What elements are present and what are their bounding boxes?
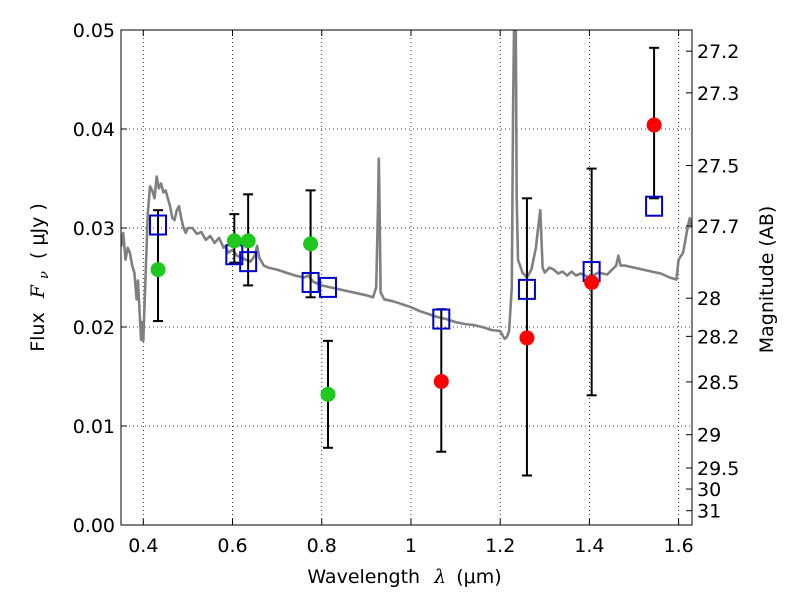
model-box-marker [517,278,536,300]
y2-tick-label: 31 [697,501,721,523]
model-box-marker [239,251,258,273]
y-axis-label-subscript: ν [37,271,52,279]
y2-tick-label: 28.5 [697,372,739,394]
y2-tick-label: 27.7 [697,216,739,238]
model-spectrum-line [121,30,692,343]
x-tick-label: 1.6 [664,535,694,557]
y-axis-label: Flux F ν ( μJy ) [27,203,53,352]
x-tick-label: 1 [405,535,417,557]
red-data-point [584,274,600,290]
x-axis-label-unit: (μm) [456,566,501,588]
y-tick-label: 0.03 [73,218,115,240]
y2-tick-label: 28.2 [697,326,739,348]
y-tick-label: 0.05 [73,20,115,42]
x-tick-label: 0.6 [217,535,247,557]
y2-tick-label: 29.5 [697,458,739,480]
axis-ticks: 0.4 0.6 0.8 1 1.2 1.4 1.6 0.00 0.01 0.02 0.03 0.04 0… [73,20,740,557]
y2-tick-label: 27.2 [697,41,739,63]
y2-tick-label: 29 [697,425,721,447]
y-axis-label-symbol: F [27,284,49,299]
grid-lines [121,30,692,525]
y-axis-label-text: Flux [27,312,49,352]
model-box-marker [149,214,168,236]
x-tick-label: 1.2 [485,535,515,557]
y2-tick-label: 28 [697,288,721,310]
red-data-point [519,330,535,346]
y2-tick-label: 27.3 [697,83,739,105]
plot-frame [120,29,693,526]
x-axis-label-text: Wavelength [307,566,420,588]
model-box-marker [432,308,451,330]
y-tick-label: 0.02 [73,317,115,339]
red-data-point [433,373,449,389]
y2-axis-label: Magnitude (AB) [756,206,778,354]
green-data-point [150,262,166,278]
x-tick-label: 0.4 [128,535,158,557]
x-tick-label: 0.8 [307,535,337,557]
red-data-point [646,117,662,133]
model-box-marker [301,271,320,293]
model-box-marker [645,195,664,217]
y2-tick-label: 30 [697,479,721,501]
green-data-point [320,386,336,402]
green-data-point [303,236,319,252]
y-tick-label: 0.04 [73,119,115,141]
x-axis-label-symbol: λ [433,566,446,588]
green-data-point [226,233,242,249]
y-axis-label-unit: ( μJy ) [27,203,49,259]
plot-area [121,30,692,477]
x-tick-label: 1.4 [574,535,604,557]
x-axis-label: Wavelength λ (μm) [307,566,501,588]
model-box-marker [318,276,337,298]
green-data-point [240,233,256,249]
y2-tick-label: 27.5 [697,156,739,178]
y-tick-label: 0.00 [73,515,115,537]
y-tick-label: 0.01 [73,416,115,438]
